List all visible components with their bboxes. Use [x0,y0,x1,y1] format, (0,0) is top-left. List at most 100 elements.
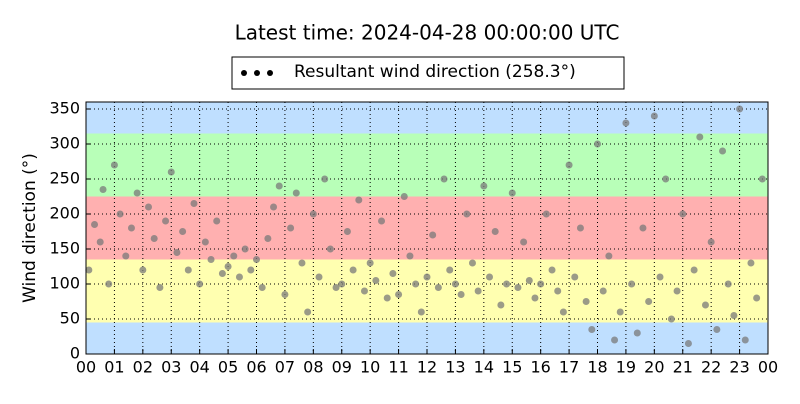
data-point [440,175,448,183]
data-point [667,315,675,323]
data-point [116,210,124,218]
data-point [309,210,317,218]
data-point [423,273,431,281]
data-point [292,189,300,197]
data-point [537,280,545,288]
legend-box [231,56,625,90]
data-point [497,301,505,309]
y-tick-label: 50 [60,309,80,328]
data-point [230,252,238,260]
y-tick-label: 200 [49,204,80,223]
x-tick-label: 21 [673,358,693,377]
data-point [508,189,516,197]
data-point [201,238,209,246]
x-tick-label: 18 [587,358,607,377]
data-point [491,228,499,235]
data-point [599,287,607,295]
y-tick-label: 0 [70,344,80,363]
data-point [372,277,380,284]
data-point [258,284,266,291]
data-point [503,280,511,288]
data-point [400,193,408,200]
x-tick-label: 05 [218,358,238,377]
data-point [338,280,346,288]
data-point [304,308,312,316]
data-point [730,312,738,319]
data-point [218,270,226,277]
data-point [133,189,141,197]
data-point [150,235,158,242]
data-point [463,210,471,218]
data-point [99,186,107,193]
data-point [366,259,374,267]
data-point [559,308,567,316]
chart-title: Latest time: 2024-04-28 00:00:00 UTC [235,21,620,45]
x-tick-label: 02 [133,358,153,377]
data-point [696,133,704,141]
data-point [389,270,397,277]
data-point [594,140,601,148]
data-point [139,266,147,274]
data-point [571,273,579,281]
data-point [156,284,164,291]
data-point [281,291,289,298]
data-point [457,291,465,298]
x-tick-label: 01 [104,358,124,377]
data-point [474,287,482,295]
data-point [110,161,118,169]
y-tick-label: 300 [49,134,80,153]
data-point [542,210,550,218]
data-point [383,294,391,302]
data-point [753,294,761,302]
data-point [349,266,357,274]
data-point [184,266,192,274]
x-tick-label: 00 [758,358,778,377]
y-axis-label: Wind direction (°) [20,153,40,303]
data-point [145,203,153,211]
x-tick-label: 07 [275,358,295,377]
x-tick-label: 00 [76,358,96,377]
data-point [684,340,692,347]
data-point [622,119,630,127]
legend-marker [267,70,273,76]
axes-frame [85,101,769,355]
data-point [719,147,727,155]
x-tick-label: 06 [246,358,266,377]
data-point [701,301,709,309]
data-point [321,175,329,183]
data-point [656,273,664,281]
x-tick-label: 09 [332,358,352,377]
data-point [616,308,624,316]
x-tick-label: 14 [474,358,494,377]
x-tick-label: 03 [161,358,181,377]
data-point [724,280,732,288]
data-point [486,273,494,281]
data-point [213,217,221,225]
data-point [105,280,113,288]
data-point [85,266,93,274]
data-point [179,228,187,235]
data-point [207,256,215,263]
data-point [417,308,425,316]
x-tick-label: 13 [445,358,465,377]
data-point [127,224,135,232]
x-tick-label: 20 [644,358,664,377]
data-point [315,273,323,281]
data-point [378,217,386,225]
data-point [360,287,368,295]
data-point [468,259,476,267]
data-point [736,105,744,113]
data-point [525,277,533,284]
data-point [412,280,420,288]
data-point [434,284,442,291]
data-point [270,203,278,211]
data-point [565,161,573,169]
data-point [639,224,647,232]
data-point [707,238,715,246]
data-point [298,259,306,267]
y-tick-label: 350 [49,99,80,118]
data-point [650,112,658,120]
x-tick-label: 11 [388,358,408,377]
data-point [326,245,334,253]
data-point [332,284,340,291]
